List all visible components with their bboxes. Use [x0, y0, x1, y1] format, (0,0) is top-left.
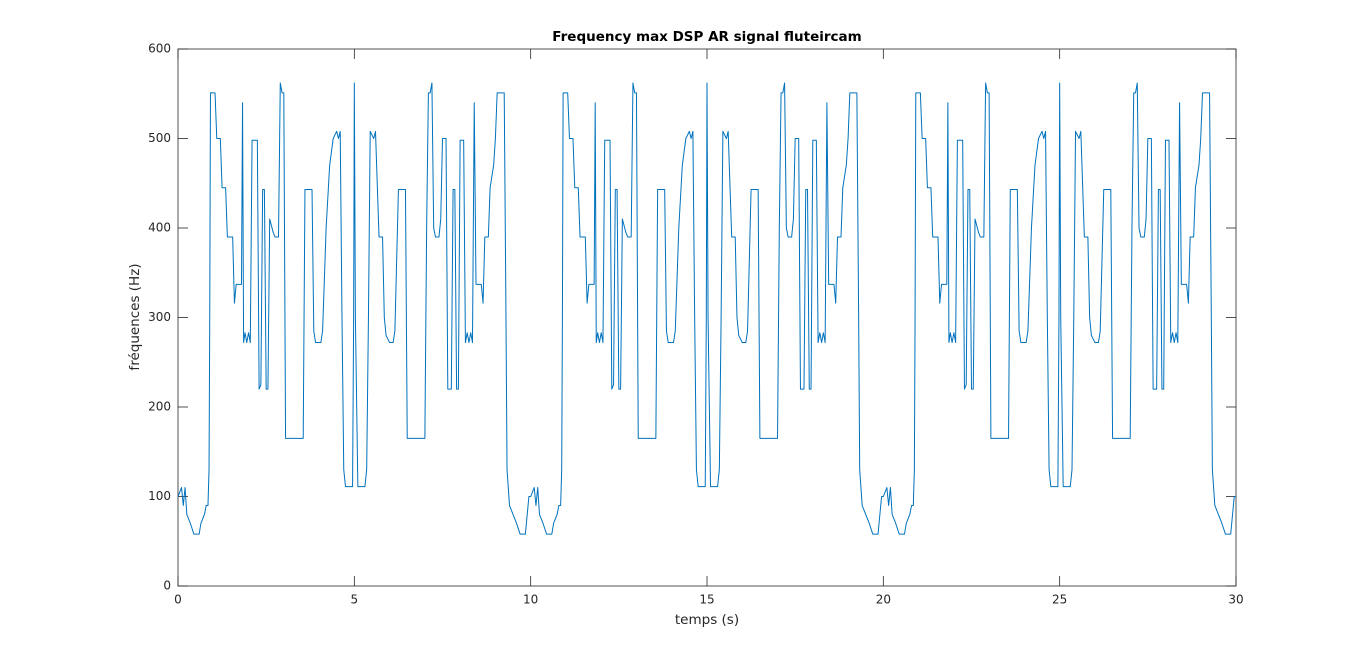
x-tick-label: 0 — [174, 593, 182, 607]
x-tick-label: 10 — [523, 593, 538, 607]
y-tick-label: 0 — [163, 579, 171, 593]
y-tick-label: 300 — [148, 310, 171, 324]
data-line — [177, 82, 1236, 535]
y-tick-label: 400 — [148, 221, 171, 235]
x-tick-label: 25 — [1052, 593, 1067, 607]
x-axis-label: temps (s) — [675, 612, 739, 628]
x-tick-label: 15 — [699, 593, 714, 607]
y-tick-label: 500 — [148, 131, 171, 145]
y-tick-label: 100 — [148, 489, 171, 503]
x-tick-label: 20 — [876, 593, 891, 607]
chart-title: Frequency max DSP AR signal fluteircam — [552, 29, 861, 45]
y-axis-label: fréquences (Hz) — [127, 263, 143, 370]
x-tick-label: 5 — [351, 593, 359, 607]
y-tick-label: 200 — [148, 400, 171, 414]
x-tick-label: 30 — [1228, 593, 1243, 607]
y-tick-label: 600 — [148, 42, 171, 56]
